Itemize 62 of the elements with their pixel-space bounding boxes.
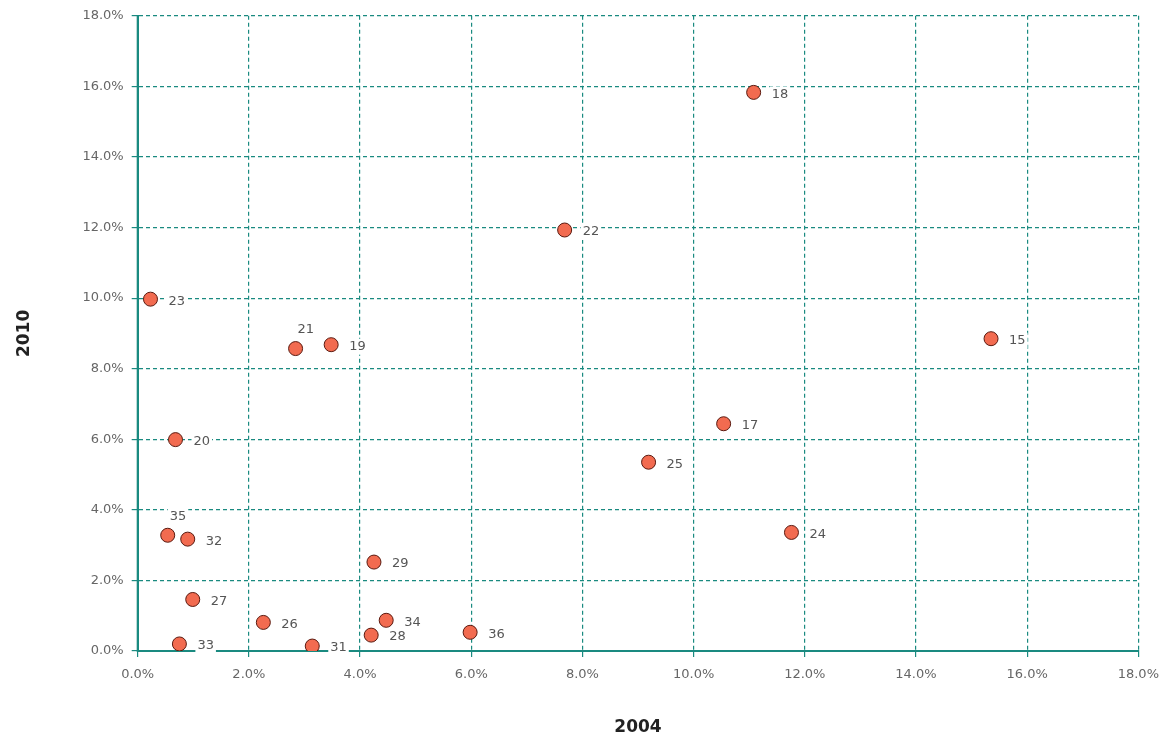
annotation: 18	[771, 85, 789, 101]
annotation: 25	[666, 455, 684, 471]
annotation: 21	[297, 320, 315, 336]
annotation: 15	[1009, 332, 1026, 348]
annotation: 23	[168, 292, 186, 308]
x-tick-label: 4.0%	[343, 666, 377, 682]
x-axis-title: 2004	[614, 716, 662, 737]
annotation: 32	[205, 532, 223, 548]
point	[288, 341, 304, 357]
x-tick-label: 8.0%	[565, 666, 599, 682]
annotation: 35	[169, 507, 187, 523]
point	[255, 614, 271, 630]
point	[783, 524, 799, 540]
annotation: 28	[389, 628, 406, 644]
annotation: 29	[391, 555, 409, 571]
annotation: 26	[281, 615, 298, 631]
y-tick-label: 4.0%	[90, 501, 124, 517]
y-tick-label: 18.0%	[82, 7, 124, 23]
y-tick-label: 10.0%	[82, 289, 124, 305]
x-tick-label: 12.0%	[784, 666, 826, 682]
y-tick-label: 14.0%	[82, 148, 124, 164]
point	[462, 624, 478, 640]
point	[180, 531, 196, 547]
annotation: 27	[210, 592, 228, 608]
annotation: 22	[582, 223, 600, 239]
point	[366, 554, 382, 570]
point	[983, 331, 999, 347]
y-tick-label: 8.0%	[90, 360, 124, 376]
x-tick-label: 0.0%	[121, 666, 155, 682]
x-tick-label: 10.0%	[672, 666, 715, 682]
point	[378, 612, 394, 628]
y-tick-label: 0.0%	[90, 642, 124, 658]
point	[716, 416, 732, 432]
y-tick-label: 6.0%	[90, 430, 124, 446]
annotation: 34	[404, 613, 421, 629]
annotation: 33	[197, 637, 214, 653]
point	[323, 337, 339, 353]
annotation: 24	[809, 525, 826, 541]
point	[142, 291, 158, 307]
y-tick-label: 16.0%	[82, 77, 124, 93]
point	[641, 454, 657, 470]
point	[304, 638, 320, 651]
x-tick-label: 18.0%	[1117, 666, 1160, 682]
annotation: 20	[193, 432, 211, 448]
x-tick-label: 16.0%	[1006, 666, 1048, 682]
x-tick-label: 14.0%	[895, 666, 937, 682]
point	[160, 527, 176, 543]
point	[557, 222, 573, 238]
x-tick-label: 2.0%	[232, 666, 266, 682]
point	[746, 84, 762, 100]
y-tick-label: 2.0%	[90, 571, 124, 587]
annotation: 17	[741, 417, 759, 433]
annotation: 36	[488, 625, 505, 641]
y-tick-label: 12.0%	[82, 218, 124, 234]
point	[363, 627, 379, 643]
point	[171, 636, 187, 651]
annotation: 19	[349, 338, 366, 354]
x-tick-label: 6.0%	[454, 666, 488, 682]
point	[168, 432, 183, 448]
point	[185, 591, 201, 607]
y-axis-title: 2010	[12, 309, 33, 358]
annotation: 31	[330, 639, 347, 655]
